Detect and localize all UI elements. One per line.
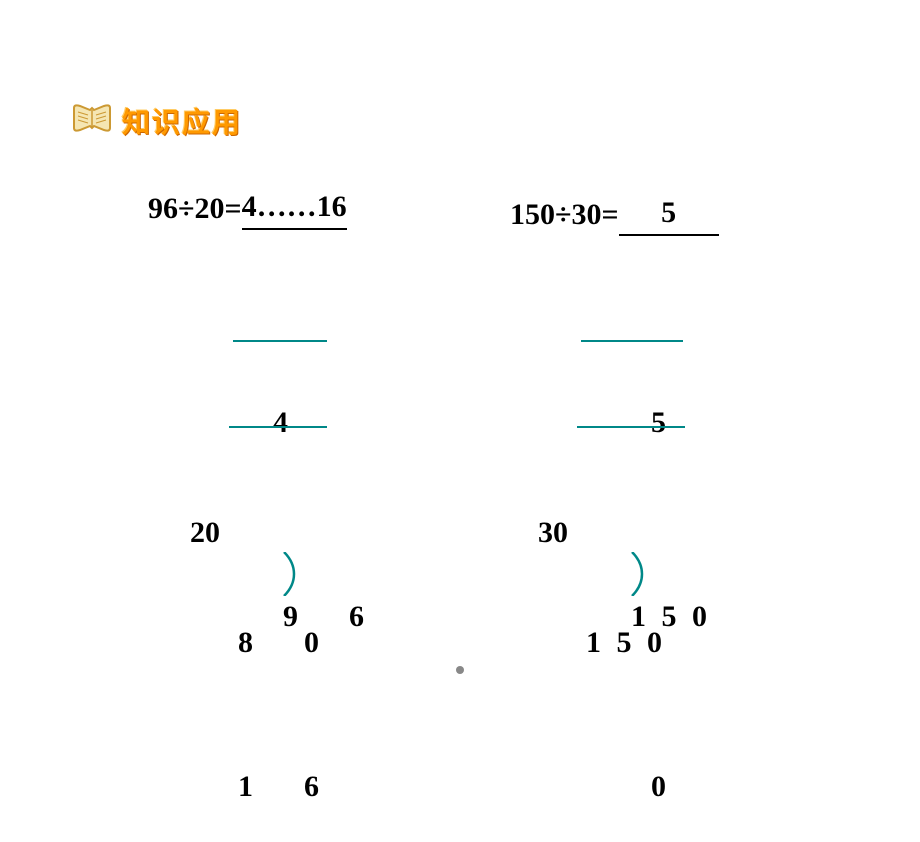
ld2-quotient-row: 5 <box>523 402 711 444</box>
equation-2-lhs: 150÷30= <box>510 198 619 231</box>
ld2-remainder: 0 <box>651 766 670 808</box>
ld2-divisor: 30 <box>523 512 568 554</box>
ld2-step1-product: 1 5 0 <box>586 622 666 664</box>
ld2-dividend-area: 1 5 0 <box>568 512 711 554</box>
book-icon <box>70 100 114 141</box>
ld1-step1-row: 8 0 <box>175 622 376 664</box>
page-indicator-dot <box>456 666 464 674</box>
equation-1-answer: 4……16 <box>242 190 347 223</box>
ld2-quotient: 5 <box>590 402 670 444</box>
ld1-dividend-area: 9 6 <box>220 512 376 554</box>
section-title: 知识应用 <box>122 101 242 141</box>
division-bracket-icon <box>570 510 584 554</box>
long-division-1: 4 20 9 6 8 0 1 6 <box>175 300 376 842</box>
ld1-divisor: 20 <box>175 512 220 554</box>
equation-1-answer-blank: 4……16 <box>242 192 347 230</box>
equation-1: 96÷20=4……16 <box>148 192 347 230</box>
division-bracket-icon <box>222 510 236 554</box>
ld1-step1-product: 8 0 <box>238 622 331 664</box>
ld1-remainder-row: 1 6 <box>175 766 376 808</box>
ld1-quotient: 4 <box>238 402 300 444</box>
ld2-step1-row: 1 5 0 <box>523 622 711 664</box>
equation-2-answer-blank: 5 <box>619 198 719 236</box>
ld1-remainder: 1 6 <box>238 766 331 808</box>
equation-1-lhs: 96÷20= <box>148 192 242 225</box>
ld2-divisor-row: 30 1 5 0 <box>523 512 711 554</box>
ld2-remainder-row: 0 <box>523 766 711 808</box>
vinculum-1 <box>233 340 327 342</box>
ld1-divisor-row: 20 9 6 <box>175 512 376 554</box>
ld2-sub-line <box>577 426 685 428</box>
equation-2-answer: 5 <box>661 196 676 229</box>
equation-2: 150÷30= 5 <box>510 198 719 236</box>
vinculum-2 <box>581 340 683 342</box>
ld1-sub-line <box>229 426 327 428</box>
header: 知识应用 <box>70 100 242 141</box>
ld1-quotient-row: 4 <box>175 402 376 444</box>
long-division-2: 5 30 1 5 0 1 5 0 0 <box>523 300 711 842</box>
